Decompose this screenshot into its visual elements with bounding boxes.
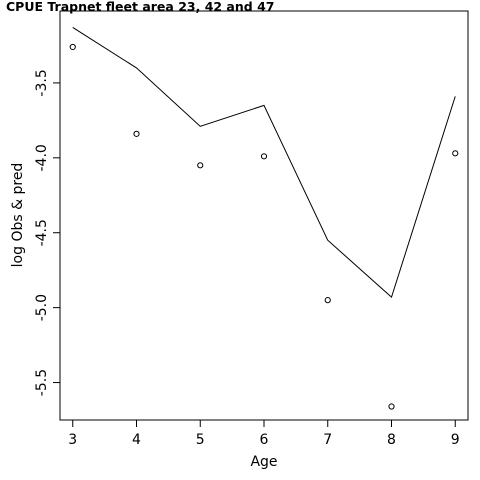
x-axis-label: Age xyxy=(250,454,277,470)
observed-point xyxy=(133,130,140,137)
chart-title: CPUE Trapnet fleet area 23, 42 and 47 xyxy=(6,0,274,14)
observed-point xyxy=(197,162,204,169)
x-tick-label: 9 xyxy=(451,432,460,448)
observed-point xyxy=(388,403,395,410)
x-tick-label: 5 xyxy=(196,432,205,448)
observed-point xyxy=(69,43,76,51)
y-tick-label: -5.5 xyxy=(34,369,50,396)
predicted-line xyxy=(72,27,456,299)
x-tick-label: 8 xyxy=(387,432,396,448)
x-axis: 3 4 5 6 7 8 9 xyxy=(68,420,460,448)
y-axis: -3.5 -4.0 -4.5 -5.0 -5.5 xyxy=(34,69,60,396)
y-tick-label: -5.0 xyxy=(34,294,50,321)
observed-point xyxy=(452,150,459,157)
y-tick-label: -4.0 xyxy=(34,144,50,171)
x-tick-label: 6 xyxy=(260,432,269,448)
observed-point xyxy=(324,297,331,304)
x-tick-label: 3 xyxy=(68,432,77,448)
y-axis-label: log Obs & pred xyxy=(10,163,26,268)
y-tick-label: -3.5 xyxy=(34,69,50,96)
series-layer xyxy=(69,27,459,410)
x-tick-label: 7 xyxy=(323,432,332,448)
x-tick-label: 4 xyxy=(132,432,141,448)
plot-frame xyxy=(59,10,469,421)
observed-point xyxy=(260,153,268,160)
y-tick-label: -4.5 xyxy=(34,219,50,246)
